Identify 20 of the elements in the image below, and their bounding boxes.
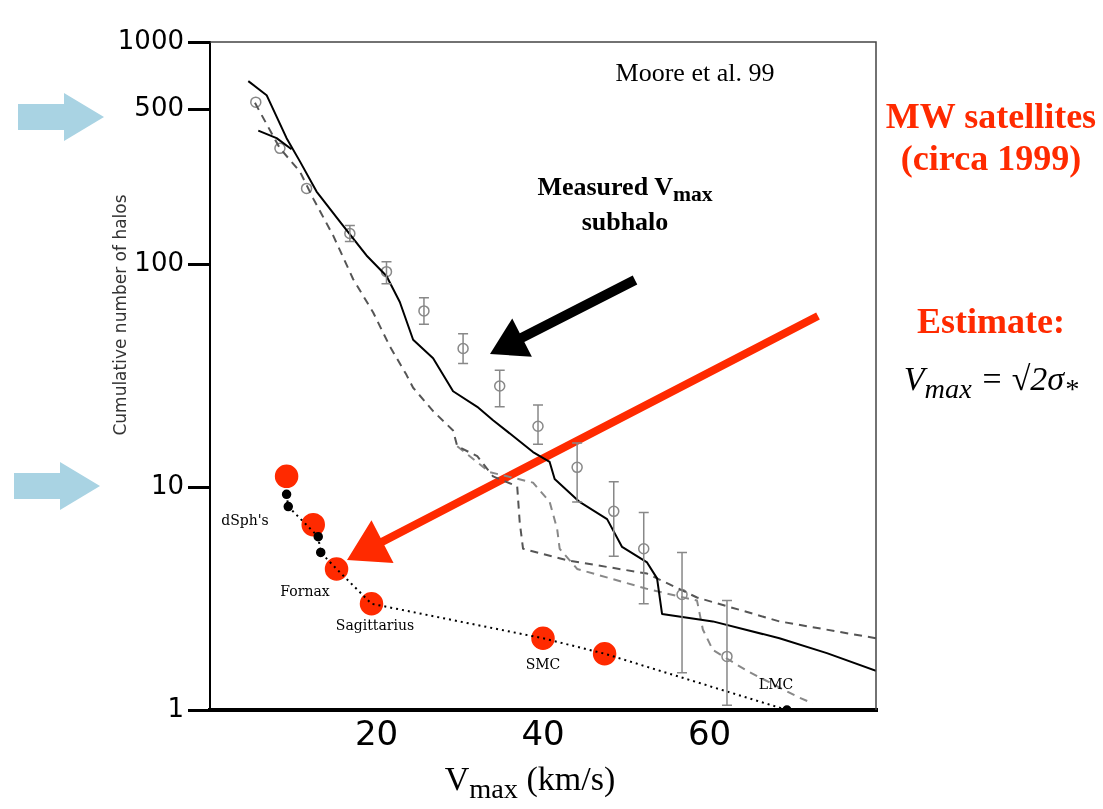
annotation: SMC xyxy=(524,656,562,672)
text: Estimate: xyxy=(916,300,1066,342)
y-tick-label: 1 xyxy=(167,692,184,723)
annotation: Measured V$_{max}$ subhalo xyxy=(520,172,730,238)
annotation: Fornax xyxy=(279,583,331,599)
x-tick-label: 40 xyxy=(521,713,565,754)
x-tick-label: 20 xyxy=(354,713,399,754)
x-tick-label: 60 xyxy=(687,713,732,754)
text: V$_{max}$ = √2σ$_{*}$ xyxy=(902,360,1080,405)
annotation: Moore et al. 99 xyxy=(614,58,776,88)
y-axis-title: Cumulative number of halos xyxy=(110,193,130,438)
y-tick-label: 10 xyxy=(150,470,184,501)
x-axis-title: V$_{max}$ (km/s) xyxy=(443,760,617,805)
y-tick-label: 1000 xyxy=(117,24,184,55)
annotation: LMC xyxy=(757,676,795,692)
text: MW satellites (circa 1999) xyxy=(885,95,1097,179)
y-tick-label: 100 xyxy=(134,247,184,278)
annotation: Sagittarius xyxy=(334,617,416,633)
y-tick-label: 500 xyxy=(134,91,184,122)
annotation: dSph's xyxy=(220,512,270,528)
